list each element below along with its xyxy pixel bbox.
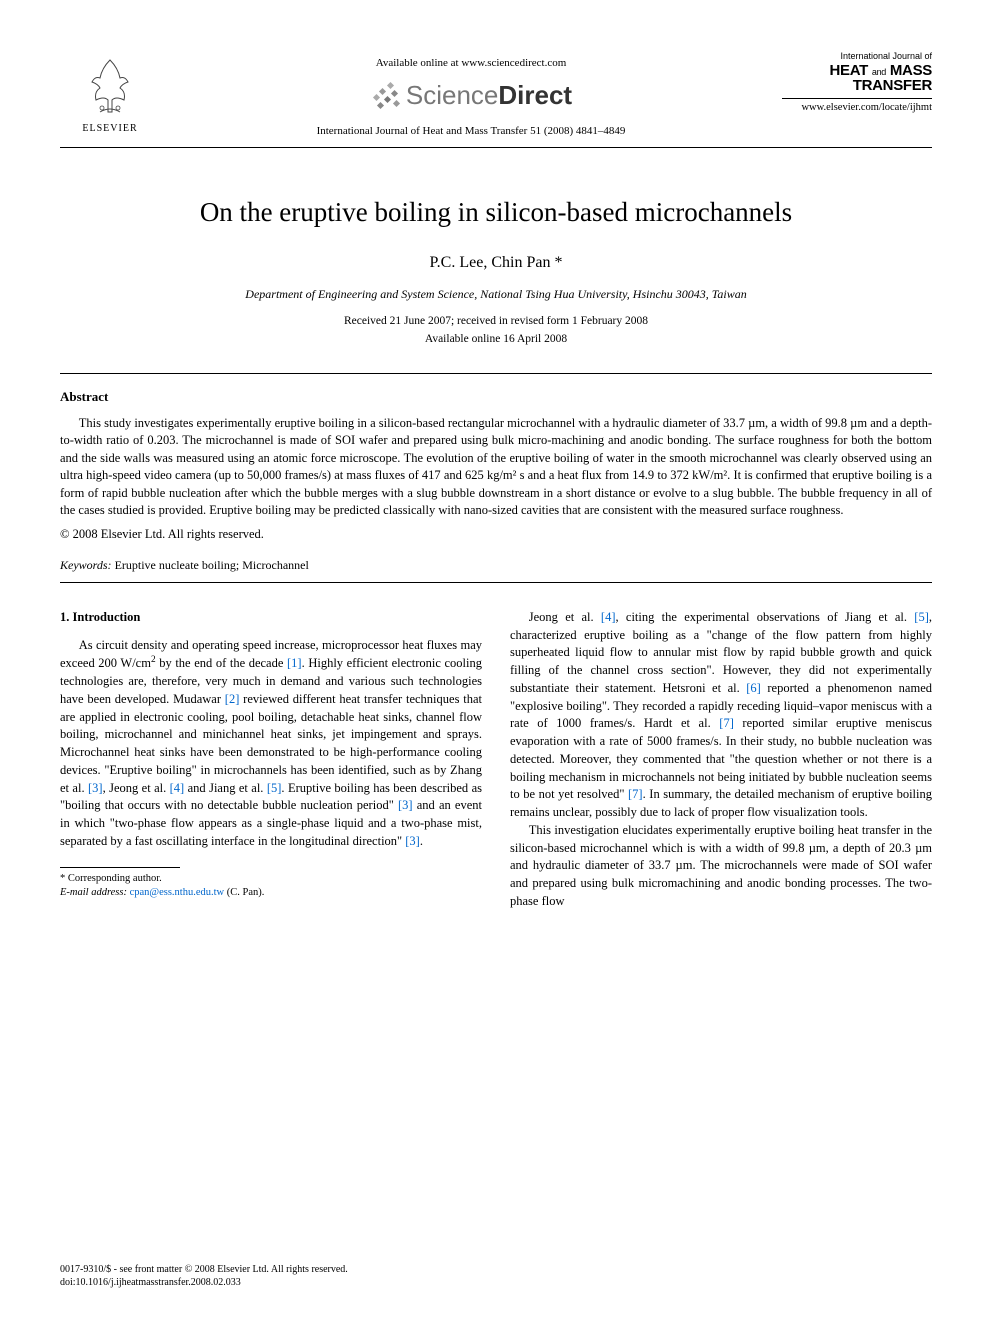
abstract-paragraph: This study investigates experimentally e… <box>60 415 932 520</box>
ref-link-7a[interactable]: [7] <box>719 716 734 730</box>
ref-link-3a[interactable]: [3] <box>88 781 103 795</box>
sciencedirect-wordmark: ScienceDirect <box>406 77 572 113</box>
email-line: E-mail address: cpan@ess.nthu.edu.tw (C.… <box>60 886 482 900</box>
keywords-text: Eruptive nucleate boiling; Microchannel <box>115 558 309 572</box>
journal-logo-main: HEAT and MASS TRANSFER <box>782 63 932 95</box>
left-column: 1. Introduction As circuit density and o… <box>60 609 482 911</box>
abstract-top-rule <box>60 373 932 374</box>
ref-link-5a[interactable]: [5] <box>267 781 282 795</box>
available-online-date: Available online 16 April 2008 <box>60 331 932 347</box>
issn-line: 0017-9310/$ - see front matter © 2008 El… <box>60 1263 348 1276</box>
page-header: ELSEVIER Available online at www.science… <box>60 50 932 139</box>
hm-mass: MASS <box>890 62 932 79</box>
hm-and: and <box>872 67 886 77</box>
center-header: Available online at www.sciencedirect.co… <box>160 50 782 139</box>
ref-link-4b[interactable]: [4] <box>601 610 616 624</box>
intro-paragraph-1: As circuit density and operating speed i… <box>60 637 482 851</box>
doi-line: doi:10.1016/j.ijheatmasstransfer.2008.02… <box>60 1276 348 1289</box>
ref-link-4a[interactable]: [4] <box>170 781 185 795</box>
elsevier-label: ELSEVIER <box>60 122 160 136</box>
authors: P.C. Lee, Chin Pan * <box>60 252 932 274</box>
hm-transfer: TRANSFER <box>853 77 932 94</box>
journal-reference: International Journal of Heat and Mass T… <box>160 124 782 139</box>
sd-light: Science <box>406 80 499 110</box>
copyright-line: © 2008 Elsevier Ltd. All rights reserved… <box>60 526 932 544</box>
abstract-heading: Abstract <box>60 388 932 406</box>
sciencedirect-dots-icon <box>370 81 400 111</box>
email-label: E-mail address: <box>60 887 127 898</box>
elsevier-tree-icon <box>80 50 140 120</box>
affiliation: Department of Engineering and System Sci… <box>60 286 932 303</box>
section-1-heading: 1. Introduction <box>60 609 482 627</box>
intro-paragraph-2: Jeong et al. [4], citing the experimenta… <box>510 609 932 822</box>
corresponding-author-label: * Corresponding author. <box>60 872 482 886</box>
hm-heat: HEAT <box>829 62 868 79</box>
ref-link-2[interactable]: [2] <box>225 692 240 706</box>
sciencedirect-logo: ScienceDirect <box>160 77 782 113</box>
right-column: Jeong et al. [4], citing the experimenta… <box>510 609 932 911</box>
ref-link-3b[interactable]: [3] <box>398 798 413 812</box>
journal-logo-block: International Journal of HEAT and MASS T… <box>782 50 932 116</box>
body-columns: 1. Introduction As circuit density and o… <box>60 609 932 911</box>
received-dates: Received 21 June 2007; received in revis… <box>60 313 932 329</box>
ref-link-7b[interactable]: [7] <box>628 787 643 801</box>
email-person: (C. Pan). <box>227 887 265 898</box>
available-online-text: Available online at www.sciencedirect.co… <box>160 56 782 71</box>
intro-paragraph-3: This investigation elucidates experiment… <box>510 822 932 911</box>
abstract-body: This study investigates experimentally e… <box>60 415 932 520</box>
elsevier-logo-block: ELSEVIER <box>60 50 160 136</box>
locate-url: www.elsevier.com/locate/ijhmt <box>782 101 932 116</box>
ref-link-1[interactable]: [1] <box>287 656 302 670</box>
header-rule <box>60 147 932 148</box>
ref-link-5b[interactable]: [5] <box>914 610 929 624</box>
sd-bold: Direct <box>498 80 572 110</box>
ref-link-6[interactable]: [6] <box>746 681 761 695</box>
email-address[interactable]: cpan@ess.nthu.edu.tw <box>130 887 225 898</box>
keywords-line: Keywords: Eruptive nucleate boiling; Mic… <box>60 557 932 574</box>
article-title: On the eruptive boiling in silicon-based… <box>60 194 932 232</box>
journal-logo-rule <box>782 98 932 99</box>
abstract-bottom-rule <box>60 582 932 583</box>
footnote-rule <box>60 867 180 868</box>
corresponding-footnote: * Corresponding author. E-mail address: … <box>60 872 482 900</box>
issn-doi-block: 0017-9310/$ - see front matter © 2008 El… <box>60 1263 348 1289</box>
ref-link-3c[interactable]: [3] <box>405 834 420 848</box>
keywords-label: Keywords: <box>60 558 112 572</box>
